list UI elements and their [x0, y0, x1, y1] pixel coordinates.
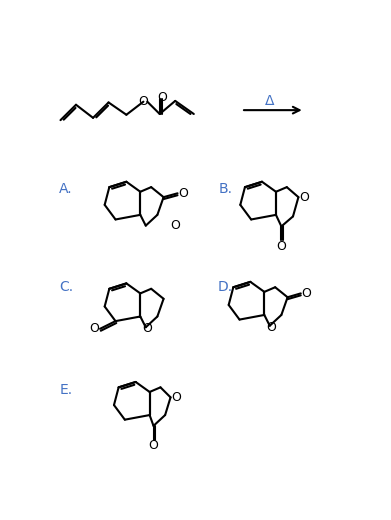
Text: O: O: [299, 191, 309, 204]
Text: O: O: [266, 321, 276, 334]
Text: O: O: [89, 322, 99, 335]
Text: O: O: [138, 95, 148, 108]
Text: D.: D.: [218, 280, 233, 294]
Text: C.: C.: [59, 280, 73, 294]
Text: O: O: [149, 439, 158, 452]
Text: O: O: [276, 240, 286, 253]
Text: O: O: [171, 391, 181, 404]
Text: O: O: [142, 322, 152, 335]
Text: E.: E.: [59, 383, 72, 397]
Text: O: O: [301, 287, 311, 300]
Text: O: O: [157, 92, 167, 105]
Text: O: O: [178, 187, 188, 200]
Text: B.: B.: [219, 183, 233, 197]
Text: A.: A.: [59, 183, 73, 197]
Text: O: O: [170, 219, 180, 232]
Text: Δ: Δ: [265, 94, 274, 108]
